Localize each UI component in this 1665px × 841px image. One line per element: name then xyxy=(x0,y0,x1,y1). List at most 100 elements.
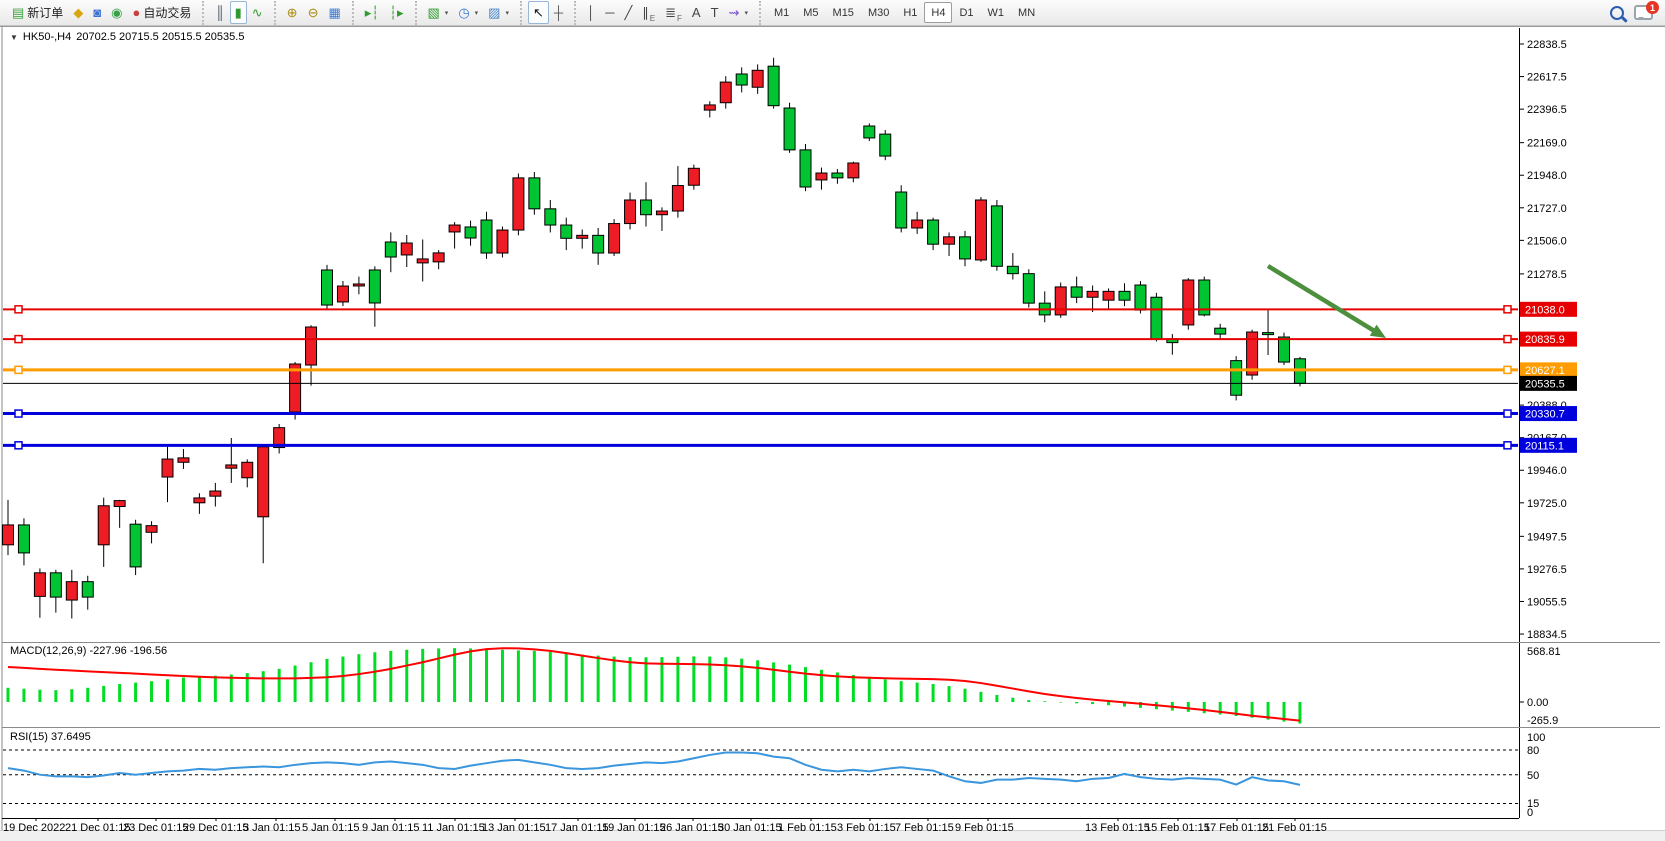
orange-level-line-handle[interactable] xyxy=(14,365,23,375)
time-axis-label[interactable]: 3 Jan 01:15 xyxy=(243,822,301,834)
support-line-1-price-tag-text: 20330.7 xyxy=(1525,409,1565,421)
support-line-1-handle[interactable] xyxy=(14,409,23,418)
periodicity-button[interactable]: ◷ ▾ xyxy=(453,1,483,24)
resistance-line-2-handle[interactable] xyxy=(14,334,23,344)
support-line-2-handle[interactable] xyxy=(14,441,23,450)
time-axis-label[interactable]: 19 Dec 2022 xyxy=(3,822,65,834)
line-chart-button[interactable]: ∿ xyxy=(247,1,268,24)
candle-body xyxy=(959,236,971,260)
time-axis-label[interactable]: 13 Jan 01:15 xyxy=(482,822,546,834)
price-tick-label: 21727.0 xyxy=(1527,203,1567,215)
candle-body xyxy=(1134,284,1147,311)
arrow-head[interactable] xyxy=(1369,324,1386,338)
candle-body xyxy=(974,199,987,261)
zoom-out-button[interactable]: ⊖ xyxy=(303,1,324,24)
resistance-line-1-price-tag xyxy=(1520,301,1577,317)
timeframe-m1-button[interactable]: M1 xyxy=(773,6,790,19)
chart-menu-icon[interactable]: ▼ xyxy=(10,32,18,42)
time-axis-label[interactable]: 30 Jan 01:15 xyxy=(718,822,782,834)
tile-windows-button[interactable]: ▦ xyxy=(323,1,345,24)
community-icon-button[interactable]: ◙ xyxy=(88,1,106,24)
time-axis-label[interactable]: 26 Jan 01:15 xyxy=(660,822,724,834)
text-label-button[interactable]: T xyxy=(706,1,724,24)
candle-body xyxy=(911,219,924,229)
macd-values: -227.96 -196.56 xyxy=(89,645,168,657)
fibonacci-button[interactable]: ≣ F xyxy=(660,1,687,24)
icon-sub-letter: F xyxy=(677,14,682,23)
dropdown-arrow-icon[interactable]: ▾ xyxy=(444,9,449,17)
candle-body xyxy=(81,581,94,598)
time-axis-label[interactable]: 15 Feb 01:15 xyxy=(1145,822,1210,834)
time-axis-label[interactable]: 9 Jan 01:15 xyxy=(362,822,420,834)
orange-level-line-handle[interactable] xyxy=(1503,365,1512,375)
time-axis-label[interactable]: 17 Feb 01:15 xyxy=(1204,822,1269,834)
auto-scroll-button[interactable]: ┆▸ xyxy=(384,1,408,24)
toolbar-right: 1 xyxy=(1610,1,1661,20)
candle-body xyxy=(1054,286,1067,316)
timeframe-h4-button[interactable]: H4 xyxy=(924,2,953,23)
time-axis-label[interactable]: 1 Feb 01:15 xyxy=(778,822,837,834)
cursor-button[interactable]: ↖ xyxy=(527,1,549,24)
timeframe-h1-button[interactable]: H1 xyxy=(903,6,918,19)
search-icon[interactable] xyxy=(1610,5,1624,20)
time-axis-label[interactable]: 17 Jan 01:15 xyxy=(545,822,609,834)
autotrading-button[interactable]: ● 自动交易 xyxy=(128,1,197,24)
signals-icon-button[interactable]: ◉ xyxy=(106,1,127,24)
time-axis-label[interactable]: 21 Feb 01:15 xyxy=(1262,822,1327,834)
deposit-gold-icon-button[interactable]: ◆ xyxy=(68,1,88,24)
dropdown-arrow-icon[interactable]: ▾ xyxy=(474,9,479,17)
crosshair-button[interactable]: ┼ xyxy=(549,1,568,24)
timeframe-d1-button[interactable]: D1 xyxy=(959,6,974,19)
bar-chart-button[interactable]: ║ xyxy=(210,1,229,24)
time-axis-label[interactable]: 5 Jan 01:15 xyxy=(302,822,360,834)
timeframe-m15-button[interactable]: M15 xyxy=(832,6,854,19)
macd-indicator-label: MACD(12,26,9) -227.96 -196.56 xyxy=(10,645,167,657)
time-axis-label[interactable]: 9 Feb 01:15 xyxy=(955,822,1014,834)
trendline-button[interactable]: ╱ xyxy=(619,1,637,24)
support-line-1-handle[interactable] xyxy=(1503,409,1512,418)
time-axis-label[interactable]: 7 Feb 01:15 xyxy=(895,822,954,834)
resistance-line-1-handle[interactable] xyxy=(1503,305,1512,314)
horizontal-line-button[interactable]: ─ xyxy=(600,1,619,24)
candle-body xyxy=(863,125,876,139)
macd-axis-label: 568.81 xyxy=(1527,646,1561,658)
resistance-line-2-handle[interactable] xyxy=(1503,334,1512,344)
candle-body xyxy=(751,69,764,88)
timeframe-m30-button[interactable]: M30 xyxy=(867,6,890,19)
time-axis-label[interactable]: 19 Jan 01:15 xyxy=(602,822,666,834)
toolbar-group: ▧ ▾ ◷ ▾ ▨ ▾ xyxy=(414,0,517,25)
dropdown-arrow-icon[interactable]: ▾ xyxy=(505,9,509,17)
new-order-button[interactable]: ▤ 新订单 xyxy=(7,1,68,24)
time-axis-label[interactable]: 23 Dec 01:15 xyxy=(123,822,188,834)
candle-body xyxy=(352,283,365,287)
new-chart-button[interactable]: ▧ ▾ xyxy=(423,1,454,24)
equidistant-channel-button[interactable]: ∥ E xyxy=(637,1,660,24)
time-axis-label[interactable]: 3 Feb 01:15 xyxy=(837,822,896,834)
support-line-2-handle[interactable] xyxy=(1503,441,1512,450)
chat-icon[interactable]: 1 xyxy=(1634,1,1659,20)
chart-shift-button[interactable]: ▸┆ xyxy=(360,1,384,24)
price-tick-label: 22169.0 xyxy=(1527,138,1567,150)
timeframe-w1-button[interactable]: W1 xyxy=(987,6,1005,19)
equidistant-channel-icon: ∥ xyxy=(642,5,649,20)
template-button[interactable]: ▨ ▾ xyxy=(483,1,514,24)
resistance-line-1-handle[interactable] xyxy=(14,305,23,314)
timeframe-m5-button[interactable]: M5 xyxy=(803,6,819,19)
candle-body xyxy=(416,258,429,264)
candlestick-chart-button[interactable]: ▮ xyxy=(229,1,247,24)
candle-body xyxy=(336,285,349,303)
candle-body xyxy=(512,177,525,231)
candle-body xyxy=(480,219,493,254)
vertical-line-button[interactable]: │ xyxy=(582,1,600,24)
time-axis-label[interactable]: 13 Feb 01:15 xyxy=(1085,822,1150,834)
time-axis-label[interactable]: 29 Dec 01:15 xyxy=(183,822,248,834)
dropdown-arrow-icon[interactable]: ▾ xyxy=(744,9,748,17)
text-button[interactable]: A xyxy=(687,1,706,24)
arrows-button[interactable]: ⇝ ▾ xyxy=(724,1,753,24)
timeframe-mn-button[interactable]: MN xyxy=(1018,6,1036,19)
down-arrow-annotation[interactable] xyxy=(1266,264,1379,335)
time-axis-label[interactable]: 11 Jan 01:15 xyxy=(422,822,485,834)
rsi-axis-label: 100 xyxy=(1527,732,1545,744)
time-axis-label[interactable]: 21 Dec 01:15 xyxy=(65,822,130,834)
zoom-in-button[interactable]: ⊕ xyxy=(282,1,303,24)
